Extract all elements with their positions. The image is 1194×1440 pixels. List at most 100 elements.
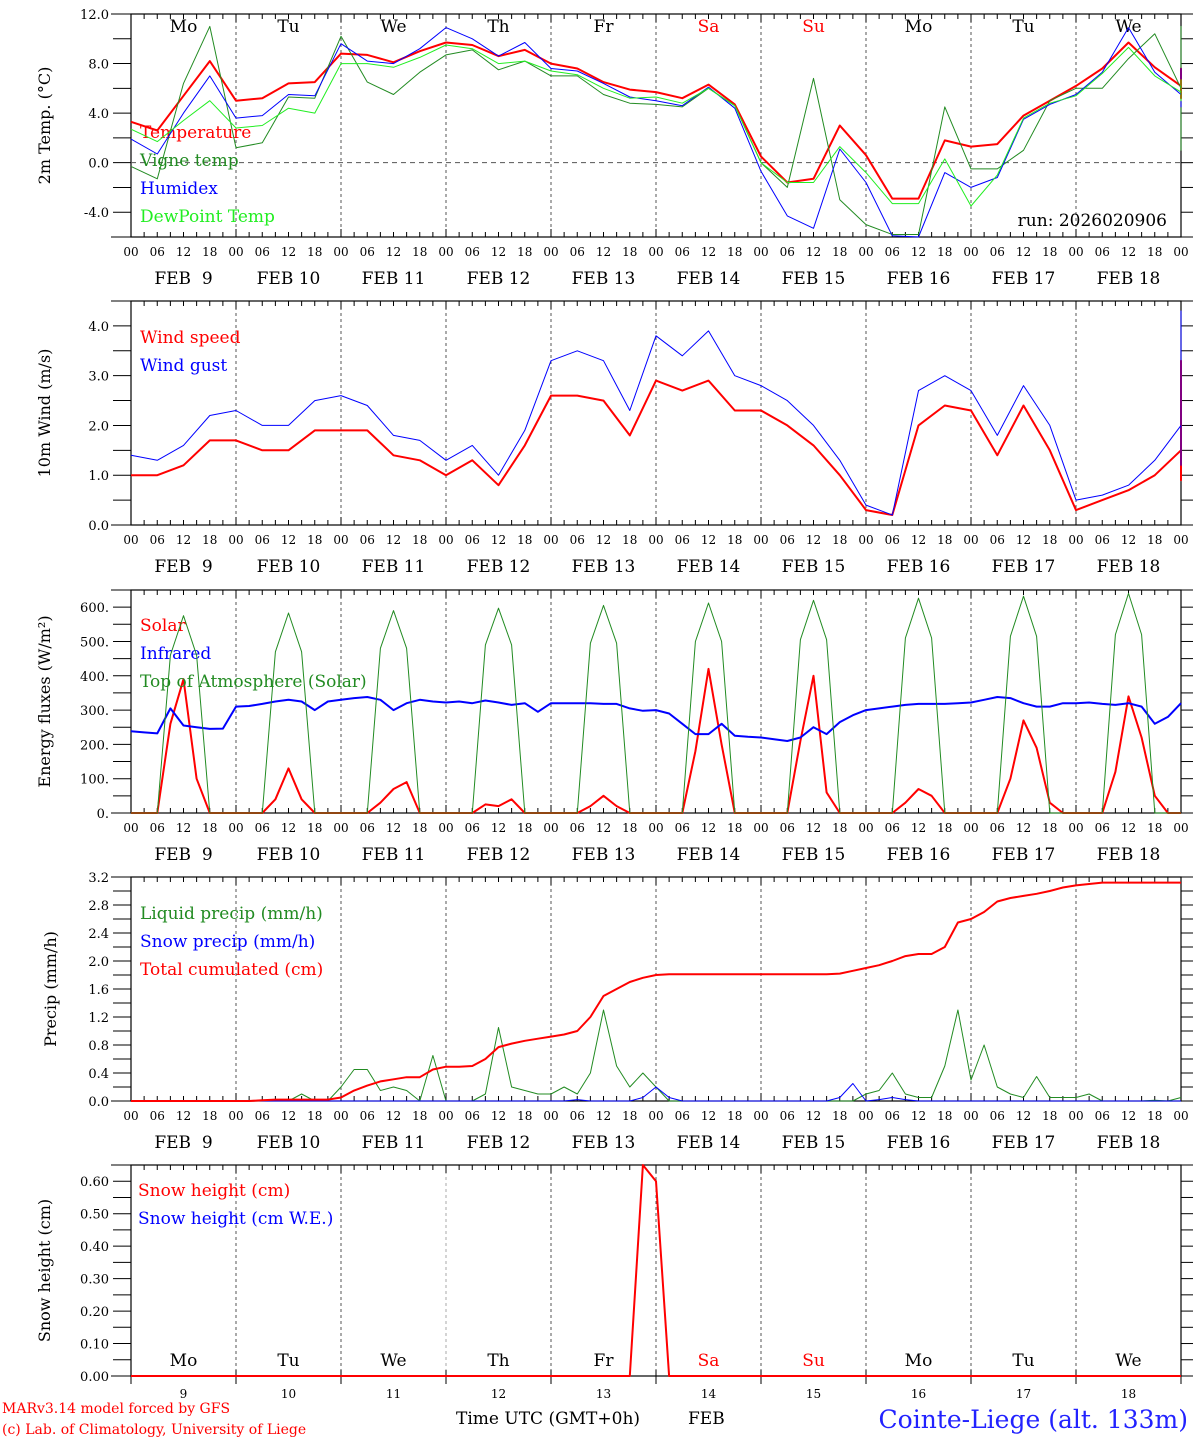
date-label: FEB 18	[1097, 269, 1161, 289]
y-tick-label: 8.0	[88, 58, 109, 73]
y-axis-label: Energy fluxes (W/m²)	[35, 615, 54, 787]
hour-tick-label: 06	[675, 533, 690, 547]
hour-tick-label: 06	[885, 533, 900, 547]
date-label: FEB 10	[257, 557, 321, 577]
hour-tick-label: 12	[911, 533, 926, 547]
hour-tick-label: 00	[753, 821, 768, 835]
run-annotation: run: 2026020906	[1018, 211, 1167, 231]
y-tick-label: 500.	[80, 635, 109, 650]
hour-tick-label: 06	[465, 821, 480, 835]
y-tick-label: 3.2	[88, 871, 109, 886]
date-label: FEB 14	[677, 557, 741, 577]
hour-tick-label: 12	[806, 1109, 821, 1123]
hour-tick-label: 00	[1173, 533, 1188, 547]
series-line-total-cumulated-cm-	[131, 881, 1181, 1102]
date-label: FEB 9	[154, 269, 212, 289]
hour-tick-label: 18	[412, 821, 427, 835]
hour-tick-label: 06	[990, 1109, 1005, 1123]
hour-tick-label: 06	[465, 533, 480, 547]
hour-tick-label: 12	[281, 821, 296, 835]
hour-tick-label: 06	[360, 1109, 375, 1123]
y-tick-label: 2.0	[88, 955, 109, 970]
day-number-label: 14	[701, 1387, 717, 1401]
hour-tick-label: 00	[1068, 245, 1083, 259]
hour-tick-label: 18	[307, 1109, 322, 1123]
y-tick-label: 0.0	[88, 519, 109, 534]
weekday-label: Mo	[170, 1351, 198, 1371]
legend-entry: Top of Atmosphere (Solar)	[140, 672, 367, 692]
date-label: FEB 11	[362, 1133, 426, 1153]
hour-tick-label: 06	[150, 1109, 165, 1123]
hour-tick-label: 12	[491, 1109, 506, 1123]
hour-tick-label: 06	[570, 1109, 585, 1123]
hour-tick-label: 18	[832, 245, 847, 259]
weekday-label: Su	[802, 17, 825, 37]
hour-tick-label: 18	[937, 245, 952, 259]
date-label: FEB 14	[677, 845, 741, 865]
y-axis-label: Precip (mm/h)	[41, 931, 60, 1047]
hour-tick-label: 06	[780, 1109, 795, 1123]
hour-tick-label: 00	[228, 821, 243, 835]
hour-tick-label: 18	[202, 1109, 217, 1123]
hour-tick-label: 18	[727, 533, 742, 547]
hour-ticks	[130, 877, 1182, 1101]
hour-tick-label: 18	[517, 245, 532, 259]
hour-tick-label: 00	[963, 821, 978, 835]
hour-tick-label: 00	[438, 533, 453, 547]
date-label: FEB 18	[1097, 557, 1161, 577]
series-line-wind-gust	[130, 310, 1182, 516]
y-tick-label: 1.2	[88, 1011, 109, 1026]
hour-tick-label: 06	[780, 533, 795, 547]
hour-tick-label: 12	[281, 1109, 296, 1123]
hour-tick-label: 12	[1121, 1109, 1136, 1123]
hour-tick-label: 06	[570, 821, 585, 835]
y-tick-label: 0.0	[88, 157, 109, 172]
hour-tick-label: 18	[307, 821, 322, 835]
hour-tick-label: 12	[911, 1109, 926, 1123]
date-label: FEB 15	[782, 557, 846, 577]
hour-tick-label: 18	[727, 245, 742, 259]
hour-tick-label: 06	[360, 533, 375, 547]
date-label: FEB 15	[782, 269, 846, 289]
hour-tick-label: 18	[517, 1109, 532, 1123]
hour-tick-label: 00	[1068, 1109, 1083, 1123]
legend-entry: DewPoint Temp	[140, 207, 275, 227]
series-line-snow-height-cm-	[131, 1164, 1181, 1377]
weekday-label: Mo	[905, 1351, 933, 1371]
hour-tick-label: 00	[333, 821, 348, 835]
plot-frame-energy	[130, 589, 1182, 814]
hour-tick-label: 12	[1016, 821, 1031, 835]
hour-tick-label: 18	[307, 533, 322, 547]
hour-tick-label: 00	[438, 245, 453, 259]
hour-tick-label: 18	[1042, 1109, 1057, 1123]
hour-tick-label: 00	[543, 821, 558, 835]
hour-tick-label: 18	[727, 821, 742, 835]
weekday-label: Mo	[905, 17, 933, 37]
hour-tick-label: 18	[937, 1109, 952, 1123]
day-number-label: 12	[491, 1387, 506, 1401]
date-label: FEB 16	[887, 269, 951, 289]
hour-tick-label: 00	[963, 245, 978, 259]
legend-entry: Vigne temp	[139, 151, 239, 171]
hour-tick-label: 00	[438, 821, 453, 835]
hour-tick-label: 12	[176, 821, 191, 835]
hour-tick-label: 12	[386, 245, 401, 259]
hour-tick-label: 06	[1095, 533, 1110, 547]
y-tick-label: 3.0	[88, 370, 109, 385]
hour-tick-label: 06	[1095, 1109, 1110, 1123]
hour-tick-label: 06	[885, 245, 900, 259]
hour-tick-label: 00	[543, 1109, 558, 1123]
series-line-wind-speed	[131, 359, 1182, 516]
date-label: FEB 14	[677, 1133, 741, 1153]
hour-tick-label: 06	[255, 1109, 270, 1123]
y-tick-label: 0.40	[80, 1240, 109, 1255]
y-tick-label: 2.4	[88, 927, 109, 942]
hour-tick-label: 18	[202, 821, 217, 835]
hour-tick-label: 00	[123, 533, 138, 547]
y-tick-label: 400.	[80, 670, 109, 685]
date-label: FEB 16	[887, 1133, 951, 1153]
hour-tick-label: 06	[150, 533, 165, 547]
weekday-label: Tu	[1012, 1351, 1034, 1371]
hour-tick-label: 12	[176, 1109, 191, 1123]
